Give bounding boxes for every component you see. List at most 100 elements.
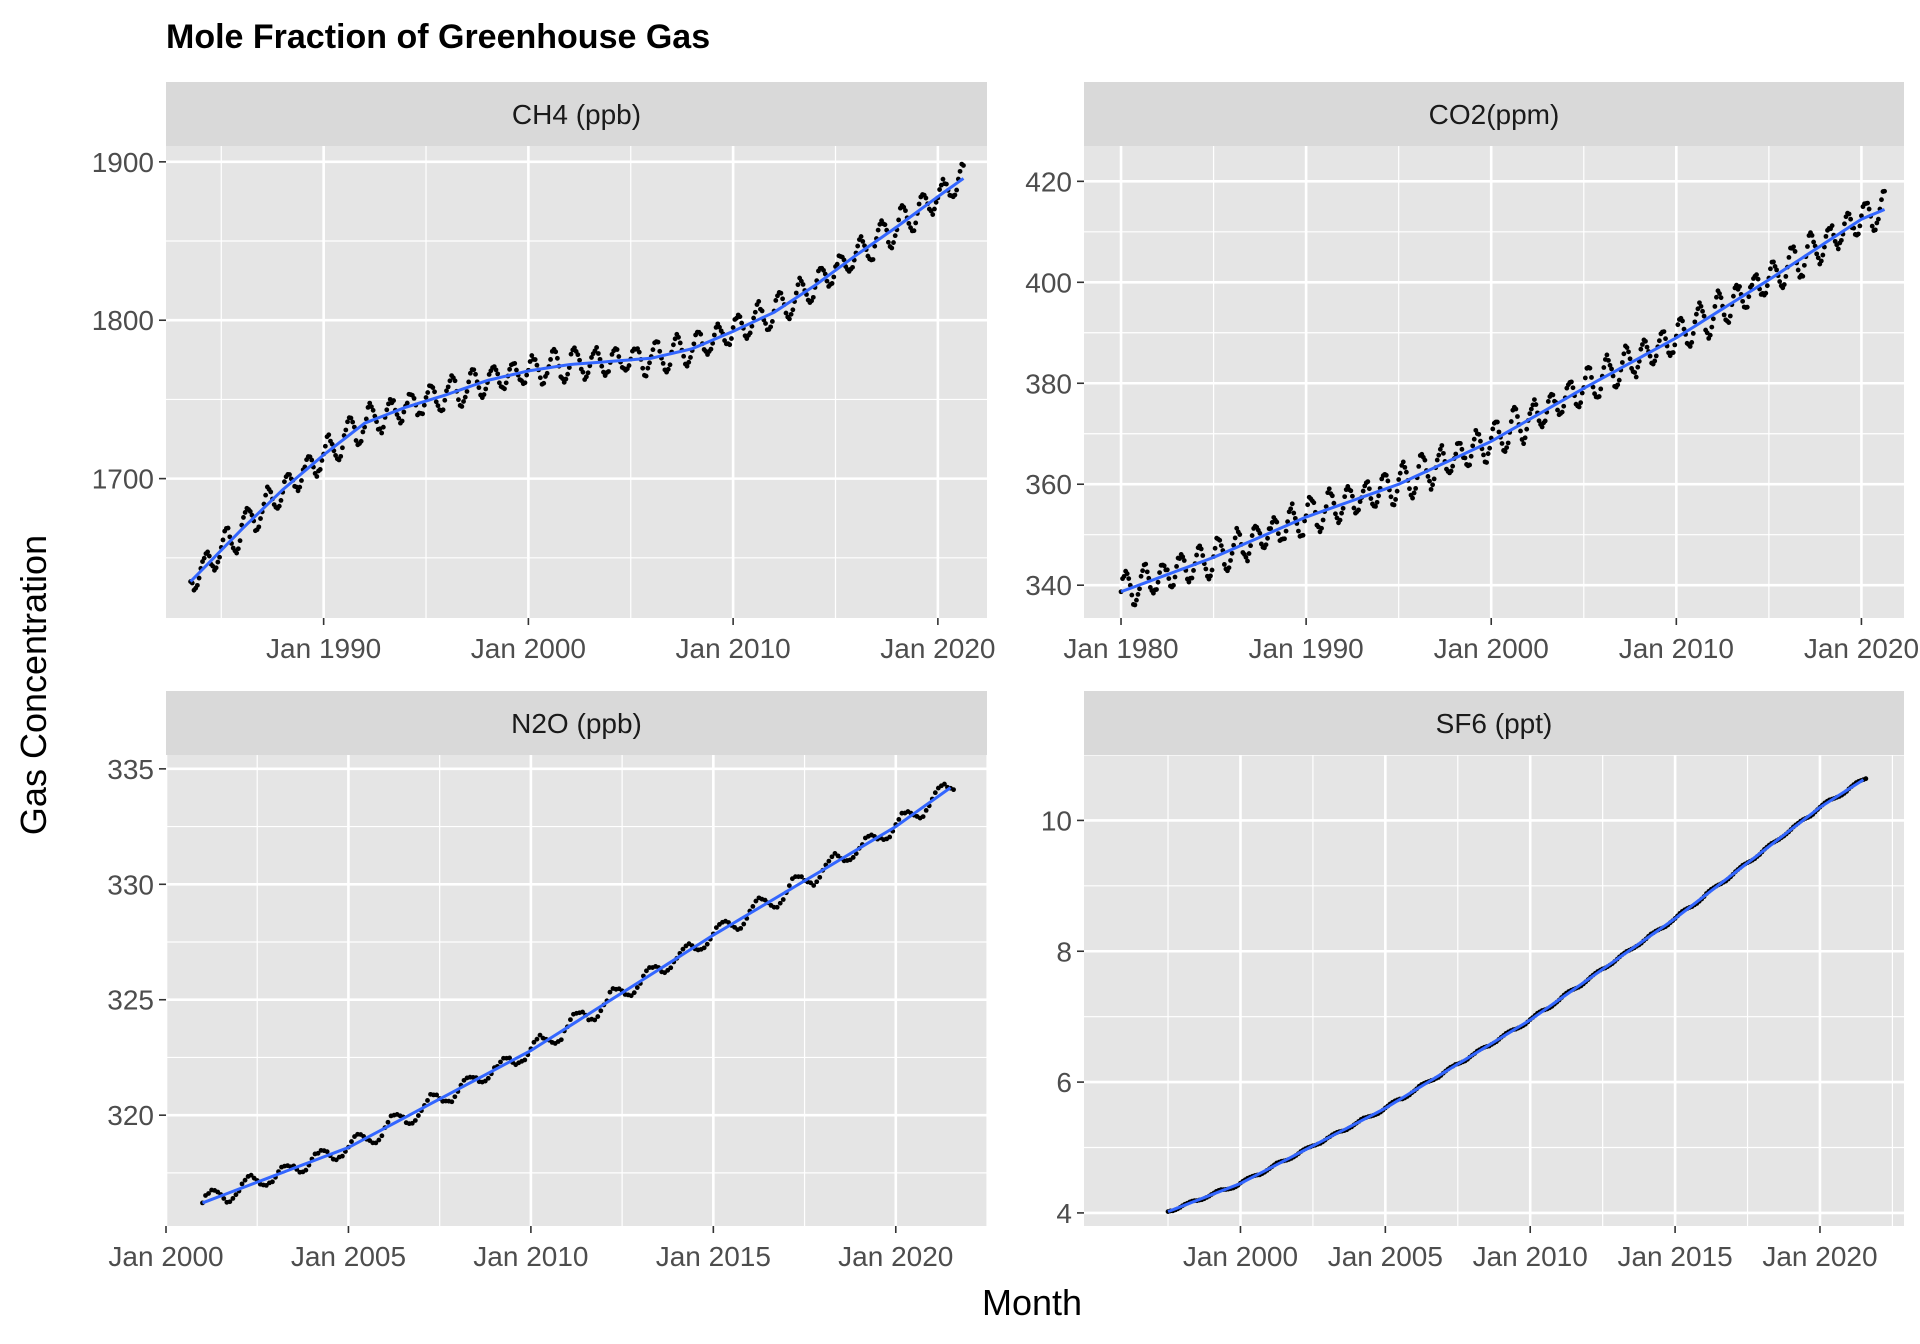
data-point [954,187,960,193]
data-point [1397,470,1403,476]
data-point [493,367,499,373]
data-point [196,575,202,581]
data-point [1763,290,1769,296]
data-point [773,298,779,303]
data-point [698,331,704,337]
data-point [598,1008,604,1014]
data-point [1865,200,1870,206]
data-point [1137,586,1142,592]
data-point [1774,267,1779,273]
data-point [932,790,938,796]
data-point [942,781,947,787]
data-point [548,357,553,362]
data-point [957,168,963,174]
data-point [1606,357,1611,363]
data-point [834,261,840,267]
data-point [1383,472,1389,478]
data-point [923,195,929,201]
data-point [1635,364,1641,370]
data-point [1626,349,1631,355]
data-point [1186,579,1192,585]
data-point [486,372,492,377]
data-point [1296,528,1301,534]
data-point [1342,494,1348,500]
data-point [1815,255,1821,261]
data-point [1542,418,1548,424]
data-point [688,355,693,360]
data-point [585,370,591,376]
data-point [1203,566,1209,572]
data-point [1801,262,1807,268]
data-point [1857,223,1863,229]
facet-label-n2o: N2O (ppb) [511,708,642,739]
data-point [1200,553,1206,558]
facet-panels: CH4 (ppb) 1700 1800 1900 Jan 1990 Jan 2000 Jan… [92,82,1919,1272]
data-point [841,257,847,263]
data-point [466,379,472,385]
data-point [875,227,881,233]
data-point [1340,505,1346,511]
data-point [227,1199,233,1205]
data-point [1823,233,1829,239]
data-point [1555,407,1560,413]
data-point [614,347,620,352]
data-point [442,397,448,403]
data-point [589,355,594,360]
facet-ch4: CH4 (ppb) 1700 1800 1900 Jan 1990 Jan 2000 Jan… [92,82,995,664]
data-point [821,267,826,273]
data-point [1814,251,1820,257]
data-point [1124,571,1130,577]
data-point [943,181,949,187]
data-point [1582,375,1588,381]
data-point [1365,479,1371,485]
data-point [1737,284,1742,289]
data-point [1348,488,1354,494]
data-point [594,345,600,350]
data-point [896,817,902,822]
data-point [592,1017,598,1023]
data-point [1246,551,1252,556]
data-point [609,352,615,357]
data-point [1132,602,1138,608]
data-point [1771,259,1776,265]
data-point [1368,496,1374,501]
data-point [1180,554,1186,560]
data-point [532,357,538,362]
data-point [1416,463,1422,469]
data-point [1300,532,1306,538]
data-point [415,1113,421,1118]
data-point [1339,510,1344,516]
data-point [1879,197,1884,203]
data-point [1502,449,1508,454]
data-point [1601,365,1607,370]
y-tick-label: 1800 [92,305,154,336]
data-point [1842,221,1847,227]
data-point [456,397,461,403]
y-tick-label: 320 [107,1100,154,1131]
x-tick-label: Jan 1980 [1063,633,1178,664]
data-point [1700,308,1705,314]
data-point [769,319,775,324]
facet-label-ch4: CH4 (ppb) [512,99,641,130]
data-point [1754,272,1759,278]
data-point [1559,409,1565,415]
data-point [1413,486,1419,491]
data-point [399,418,405,424]
data-point [1805,244,1810,249]
data-point [315,1150,321,1156]
x-tick-label: Jan 2000 [1183,1241,1298,1272]
data-point [293,484,299,490]
data-point [1393,497,1398,502]
panel-content-co2 [1084,146,1904,618]
data-point [882,222,888,228]
data-point [1872,227,1878,233]
panel-background-sf6 [1084,755,1904,1226]
data-point [433,399,439,405]
data-point [566,365,572,371]
x-tick-label: Jan 2020 [1804,633,1919,664]
data-point [1154,587,1159,592]
data-point [930,212,936,217]
data-point [524,372,530,378]
data-point [1208,573,1213,579]
data-point [1663,336,1668,342]
